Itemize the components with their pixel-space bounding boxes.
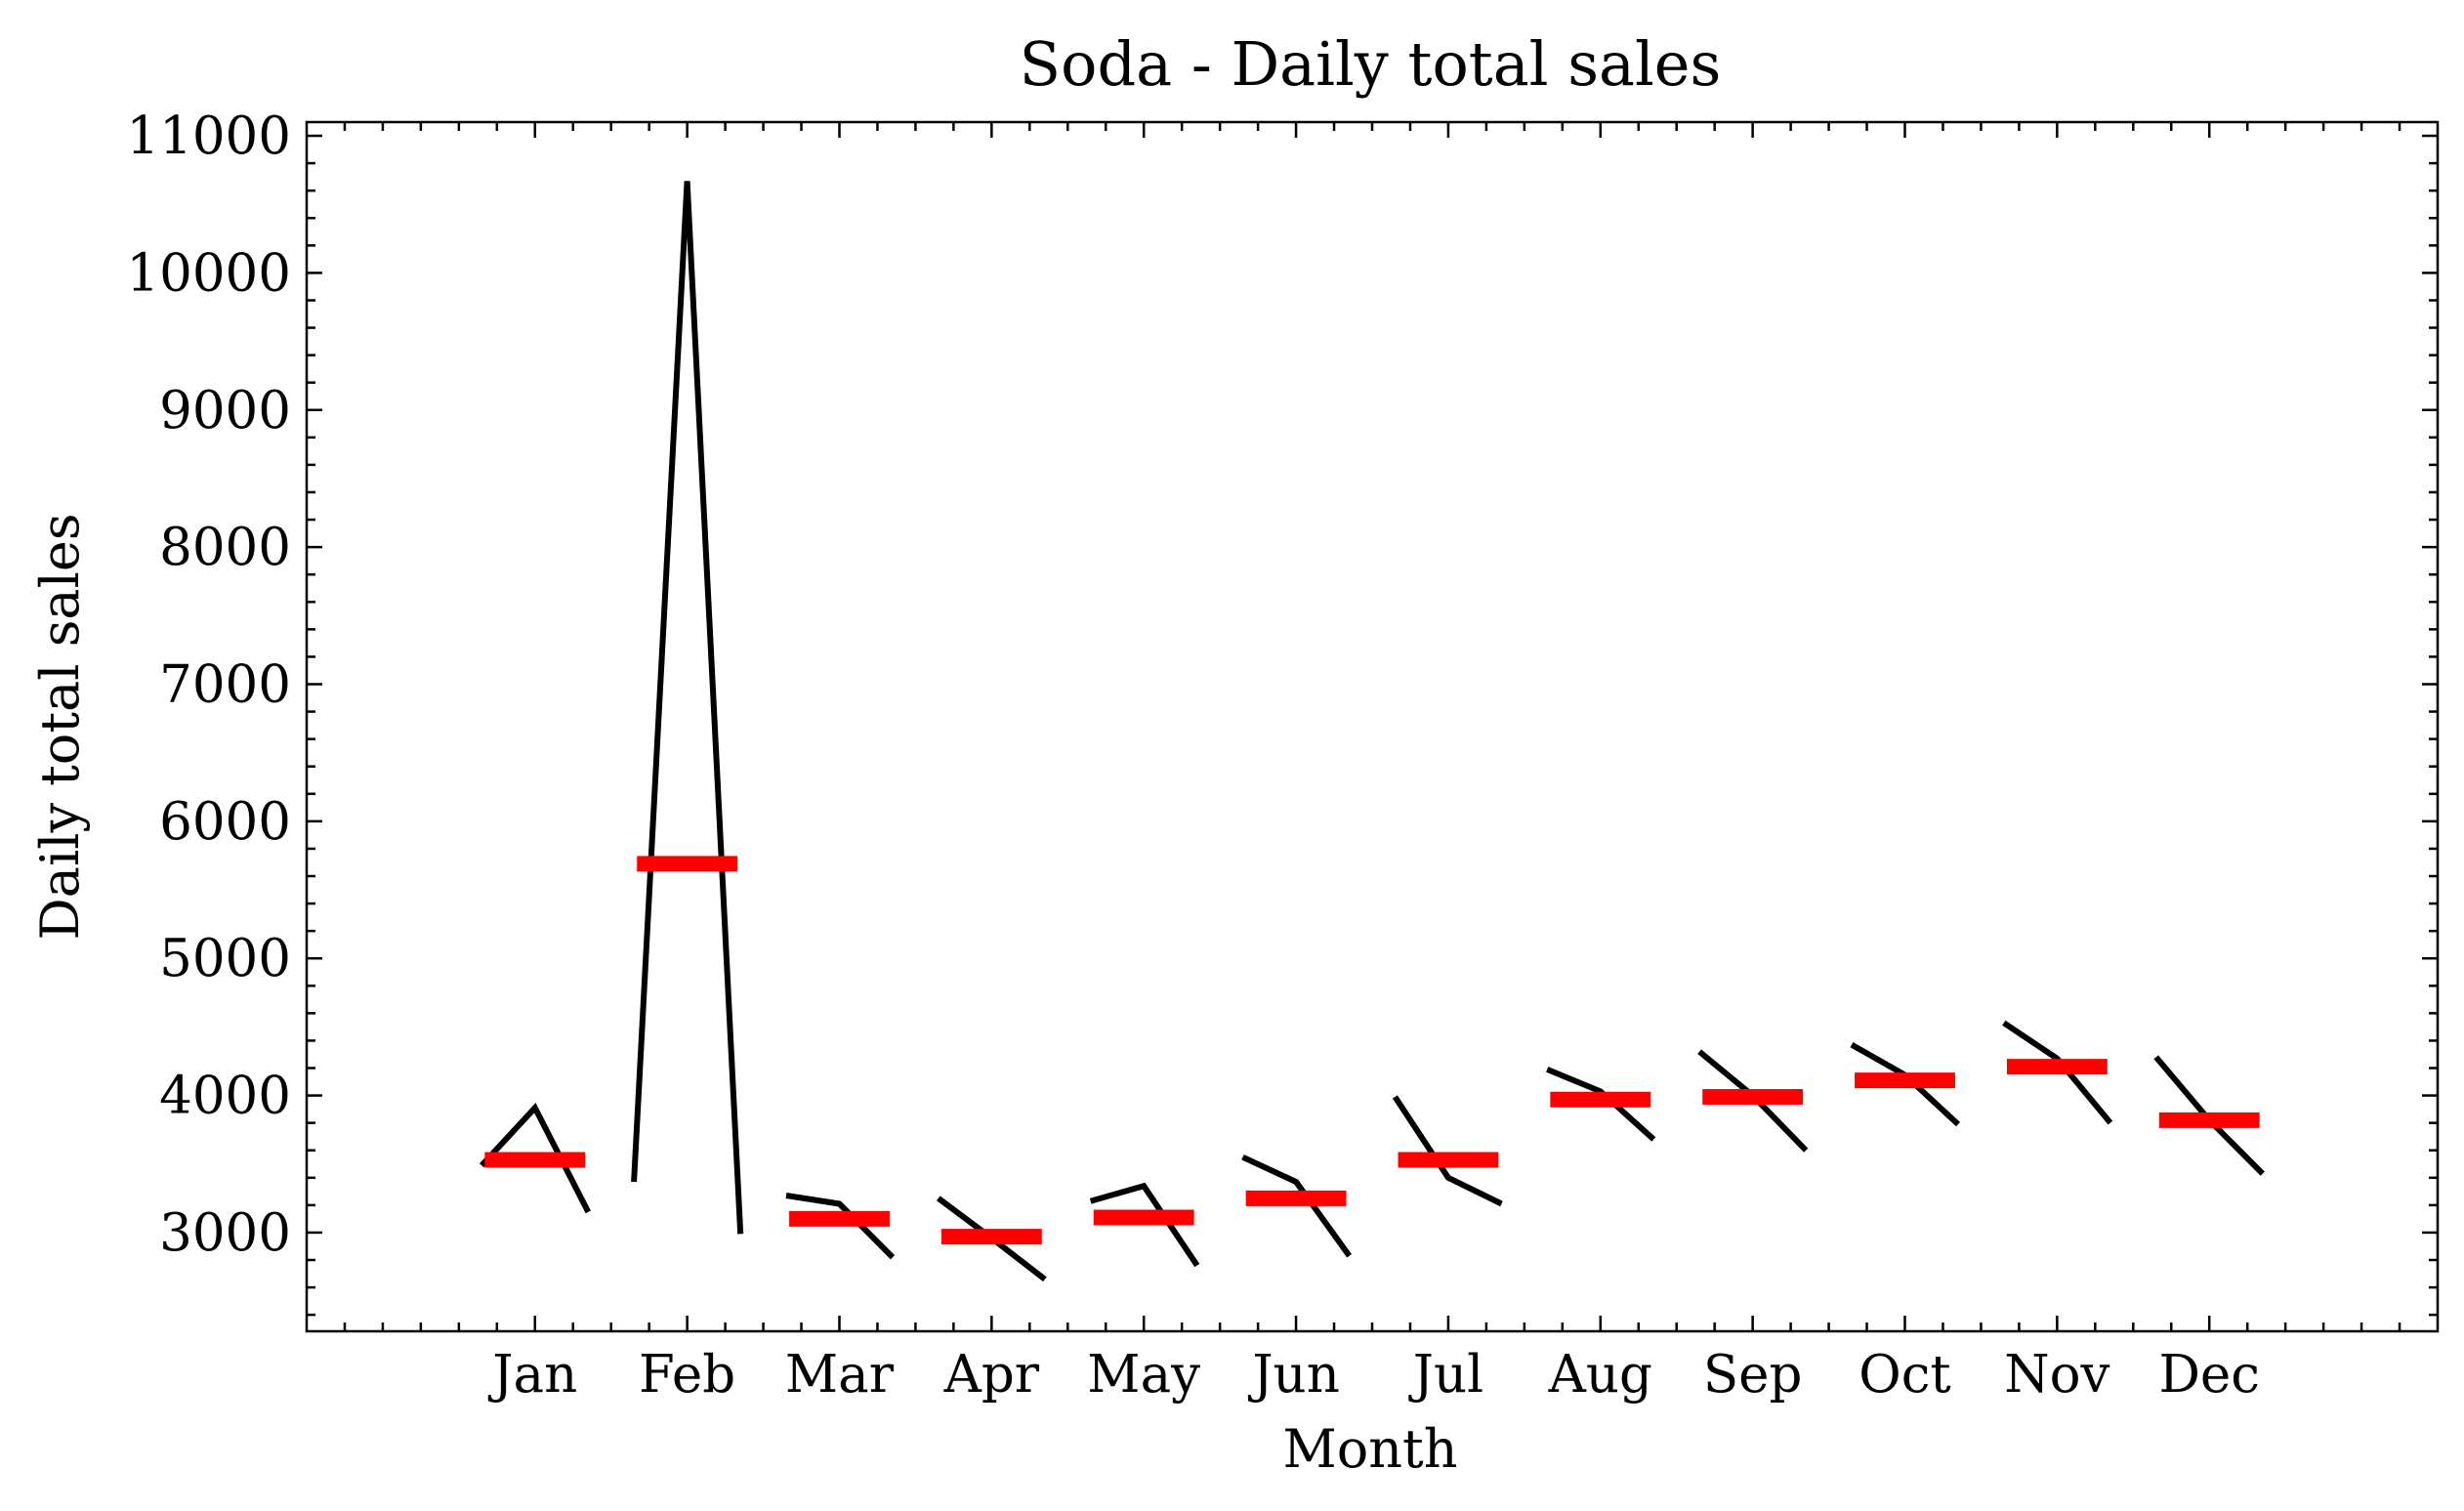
x-tick-label: Sep [1703,1345,1803,1405]
plot-area [305,120,2440,1333]
x-tick-label: Jul [1408,1345,1483,1405]
month-series-line-jan [479,1103,591,1214]
y-tick-label: 8000 [159,518,291,577]
x-axis-label: Month [1282,1418,1457,1480]
y-tick-label: 3000 [159,1203,291,1263]
y-tick-label: 11000 [126,106,291,166]
x-tick-label: May [1087,1345,1200,1405]
y-tick-label: 5000 [159,929,291,988]
chart-title: Soda - Daily total sales [1020,28,1722,100]
y-tick-label: 9000 [159,381,291,441]
mean-layer [484,856,2260,1245]
month-series-line-mar [785,1193,896,1260]
y-tick-label: 7000 [159,654,291,714]
month-series-line-jun [1241,1154,1353,1258]
month-series-line-nov [2002,1020,2113,1125]
x-tick-label: Aug [1548,1345,1652,1405]
x-tick-label: Jan [487,1345,577,1405]
x-tick-label: Oct [1858,1345,1950,1405]
x-tick-label: Apr [943,1345,1040,1405]
plot-frame [305,120,2440,1333]
month-series-line-aug [1546,1067,1656,1142]
x-tick-label: Feb [639,1345,735,1405]
month-series-line-may [1089,1182,1200,1268]
y-axis: 3000 4000 5000 6000 7000 8000 9000 10000 11000 [126,106,2438,1317]
x-tick-label: Nov [2004,1345,2109,1405]
series-layer [479,181,2265,1282]
x-tick-label: Jun [1247,1345,1340,1405]
x-tick-label: Dec [2158,1345,2260,1405]
x-tick-label: Mar [785,1345,895,1405]
y-tick-label: 4000 [159,1067,291,1126]
month-series-line-feb [631,181,744,1235]
y-tick-label: 6000 [159,792,291,852]
x-axis: Jan Feb Mar Apr May Jun Jul Aug Sep Oct Nov Dec [343,122,2401,1405]
y-tick-label: 10000 [126,243,291,303]
month-series-line-jul [1392,1095,1503,1207]
y-axis-label: Daily total sales [29,513,91,940]
